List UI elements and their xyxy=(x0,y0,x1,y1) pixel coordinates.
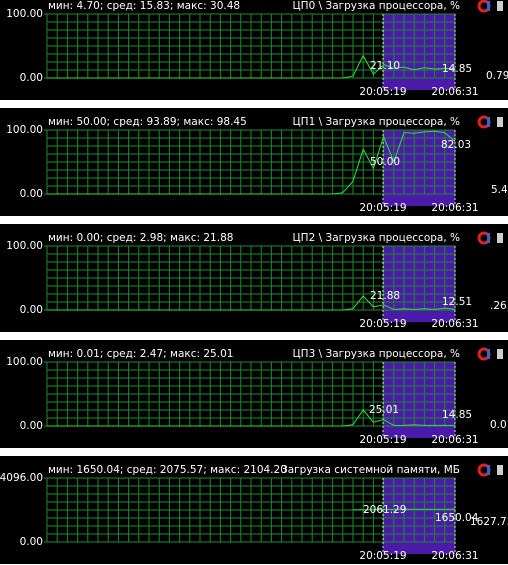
y-tick-label: 4096.00 xyxy=(0,472,43,484)
value-label: 0.01 xyxy=(490,419,508,431)
icon-part xyxy=(487,465,490,475)
value-label: 82.03 xyxy=(441,139,471,151)
icon-part xyxy=(487,1,490,11)
icon-part[interactable] xyxy=(497,1,503,11)
series-line xyxy=(352,508,455,511)
time-label: 20:06:31 xyxy=(431,202,478,214)
time-label: 20:05:19 xyxy=(359,434,406,446)
value-label: 5.48 xyxy=(491,184,508,196)
value-label: 2061.29 xyxy=(363,504,406,516)
icon-part[interactable] xyxy=(497,465,503,475)
y-tick-label: 0.00 xyxy=(20,188,43,200)
stats: мин: 50.00; сред: 93.89; макс: 98.45 xyxy=(48,116,247,128)
series-line xyxy=(47,130,456,195)
icon-part xyxy=(487,349,490,359)
icon-part xyxy=(487,117,490,127)
time-label: 20:05:19 xyxy=(359,86,406,98)
time-label: 20:06:31 xyxy=(431,550,478,562)
value-label: 21.10 xyxy=(370,60,400,72)
y-tick-label: 100.00 xyxy=(6,124,43,136)
panel-title: ЦП3 \ Загрузка процессора, % xyxy=(293,348,461,360)
series-line xyxy=(47,295,456,311)
selection xyxy=(383,130,455,206)
time-label: 20:05:19 xyxy=(359,318,406,330)
time-label: 20:05:19 xyxy=(359,550,406,562)
value-label: 50.00 xyxy=(370,156,400,168)
y-tick-label: 100.00 xyxy=(6,356,43,368)
stats: мин: 0.01; сред: 2.47; макс: 25.01 xyxy=(48,348,233,360)
time-label: 20:05:19 xyxy=(359,202,406,214)
value-label: 0.79 xyxy=(486,70,508,82)
stats: мин: 0.00; сред: 2.98; макс: 21.88 xyxy=(48,232,233,244)
time-label: 20:06:31 xyxy=(431,434,478,446)
panel-title: ЦП1 \ Загрузка процессора, % xyxy=(293,116,461,128)
value-label: 1627.73 xyxy=(470,516,508,528)
y-tick-label: 0.00 xyxy=(20,536,43,548)
selection xyxy=(383,478,455,554)
y-tick-label: 0.00 xyxy=(20,420,43,432)
icon-part[interactable] xyxy=(497,349,503,359)
value-label: 21.88 xyxy=(370,290,400,302)
selection xyxy=(383,14,455,90)
value-label: 12.51 xyxy=(442,296,472,308)
time-label: 20:06:31 xyxy=(431,318,478,330)
value-label: 1650.04 xyxy=(435,512,479,524)
value-label: .26 xyxy=(490,300,507,312)
icon-part[interactable] xyxy=(497,117,503,127)
panel-title: ЦП0 \ Загрузка процессора, % xyxy=(293,0,461,12)
time-label: 20:06:31 xyxy=(431,86,478,98)
series-line xyxy=(47,54,456,79)
icon-part xyxy=(487,233,490,243)
value-label: 14.85 xyxy=(442,63,472,75)
panel-title: Загрузка системной памяти, МБ xyxy=(281,464,460,476)
y-tick-label: 0.00 xyxy=(20,304,43,316)
stats: мин: 4.70; сред: 15.83; макс: 30.48 xyxy=(48,0,240,12)
value-label: 25.01 xyxy=(369,404,399,416)
y-tick-label: 0.00 xyxy=(20,72,43,84)
y-tick-label: 100.00 xyxy=(6,8,43,20)
series-line xyxy=(47,409,455,427)
y-tick-label: 100.00 xyxy=(6,240,43,252)
icon-part[interactable] xyxy=(497,233,503,243)
value-label: 14.85 xyxy=(442,409,472,421)
stats: мин: 1650.04; сред: 2075.57; макс: 2104.… xyxy=(48,464,287,476)
panel-title: ЦП2 \ Загрузка процессора, % xyxy=(293,232,461,244)
